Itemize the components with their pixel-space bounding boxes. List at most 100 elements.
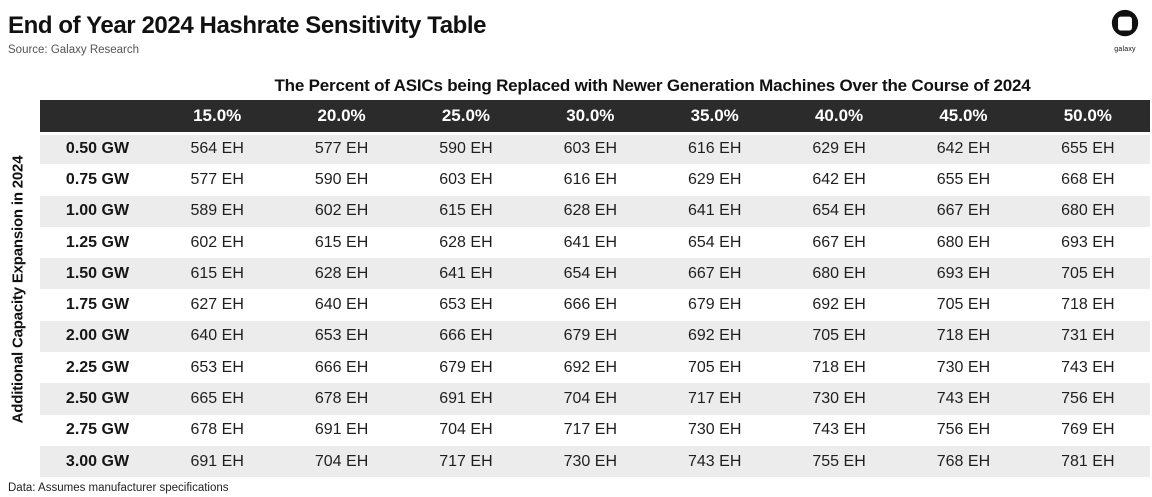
table-cell: 666 EH	[563, 296, 617, 314]
table-cell: 668 EH	[1061, 170, 1115, 188]
data-footnote: Data: Assumes manufacturer specification…	[8, 482, 229, 494]
table-cell: 692 EH	[563, 358, 617, 376]
table-head: 15.0% 20.0% 25.0% 30.0% 35.0% 40.0% 45.0% 50.0%	[40, 100, 1150, 135]
table-cell: 667 EH	[936, 202, 991, 220]
table-cell: 577 EH	[314, 140, 369, 158]
table-cell: 654 EH	[812, 202, 866, 220]
table-cell: 705 EH	[936, 296, 991, 314]
table-cell: 704 EH	[314, 452, 369, 470]
table-cell: 641 EH	[439, 264, 493, 282]
table-cell: 705 EH	[1061, 264, 1115, 282]
table-cell: 603 EH	[563, 140, 617, 158]
table-row: 0.75 GW 577 EH 590 EH 603 EH 616 EH 629 EH 642…	[40, 164, 1150, 196]
table-cell: 768 EH	[936, 452, 991, 470]
table-cell: 680 EH	[812, 264, 866, 282]
table-cell: 616 EH	[563, 170, 617, 188]
table-cell: 691 EH	[439, 390, 493, 408]
table-cell: 655 EH	[1061, 140, 1115, 158]
column-header: 50.0%	[1025, 100, 1150, 135]
table-cell: 629 EH	[688, 170, 742, 188]
row-label: 1.50 GW	[65, 264, 130, 282]
table-cell: 704 EH	[439, 421, 493, 439]
table-cell: 743 EH	[688, 452, 742, 470]
table-cell: 603 EH	[439, 170, 493, 188]
table-cell: 577 EH	[190, 170, 244, 188]
table-cell: 616 EH	[688, 140, 742, 158]
table-row: 2.75 GW 678 EH 691 EH 704 EH 717 EH 730 EH 743…	[40, 414, 1150, 446]
table-cell: 602 EH	[190, 233, 244, 251]
table-cell: 781 EH	[1061, 452, 1115, 470]
table-cell: 640 EH	[314, 296, 369, 314]
galaxy-logo: galaxy	[1107, 8, 1143, 53]
page-title: End of Year 2024 Hashrate Sensitivity Ta…	[8, 12, 487, 39]
header-row: 15.0% 20.0% 25.0% 30.0% 35.0% 40.0% 45.0% 50.0%	[40, 100, 1150, 135]
table-cell: 755 EH	[812, 452, 866, 470]
table-cell: 590 EH	[314, 170, 369, 188]
table-cell: 717 EH	[688, 390, 742, 408]
column-header: 30.0%	[528, 100, 653, 135]
table-cell: 693 EH	[936, 264, 991, 282]
table-cell: 615 EH	[439, 202, 493, 220]
table-cell: 730 EH	[936, 358, 991, 376]
table-cell: 655 EH	[936, 170, 991, 188]
table-cell: 743 EH	[936, 390, 991, 408]
table-cell: 642 EH	[812, 170, 866, 188]
table-cell: 666 EH	[439, 327, 493, 345]
table-cell: 680 EH	[936, 233, 991, 251]
table-cell: 731 EH	[1061, 327, 1115, 345]
row-group-label-wrap: Additional Capacity Expansion in 2024	[0, 100, 36, 478]
column-header: 40.0%	[776, 100, 902, 135]
table-cell: 615 EH	[190, 264, 244, 282]
table-cell: 653 EH	[314, 327, 369, 345]
row-label: 1.25 GW	[65, 233, 130, 251]
table-cell: 718 EH	[812, 358, 866, 376]
table-row: 1.50 GW 615 EH 628 EH 641 EH 654 EH 667 EH 680…	[40, 258, 1150, 290]
table-row: 1.25 GW 602 EH 615 EH 628 EH 641 EH 654 EH 667…	[40, 226, 1150, 259]
table-cell: 653 EH	[190, 358, 244, 376]
table-cell: 654 EH	[688, 233, 742, 251]
table-cell: 704 EH	[563, 390, 617, 408]
table-cell: 717 EH	[563, 421, 617, 439]
table-cell: 679 EH	[439, 358, 493, 376]
table-cell: 691 EH	[190, 452, 244, 470]
table-cell: 642 EH	[936, 140, 991, 158]
column-header: 45.0%	[901, 100, 1026, 135]
table-cell: 679 EH	[563, 327, 617, 345]
table-cell: 654 EH	[563, 264, 617, 282]
table-body: 0.50 GW 564 EH 577 EH 590 EH 603 EH 616 EH 629…	[40, 133, 1150, 478]
table-cell: 629 EH	[812, 140, 866, 158]
table-row: 2.00 GW 640 EH 653 EH 666 EH 679 EH 692 EH 705…	[40, 320, 1150, 353]
table-cell: 667 EH	[812, 233, 866, 251]
table-cell: 718 EH	[1061, 296, 1115, 314]
row-label: 2.75 GW	[65, 421, 130, 439]
column-header: 25.0%	[403, 100, 529, 135]
table-row: 1.75 GW 627 EH 640 EH 653 EH 666 EH 679 EH 692…	[40, 289, 1150, 321]
table-cell: 615 EH	[314, 233, 369, 251]
table-cell: 717 EH	[439, 452, 493, 470]
table-cell: 666 EH	[314, 358, 369, 376]
table-row: 3.00 GW 691 EH 704 EH 717 EH 730 EH 743 EH 755…	[40, 445, 1150, 478]
row-label: 2.50 GW	[65, 390, 130, 408]
table-cell: 756 EH	[936, 421, 991, 439]
table-cell: 590 EH	[439, 140, 493, 158]
corner-cell	[40, 100, 155, 135]
table-cell: 653 EH	[439, 296, 493, 314]
table-cell: 756 EH	[1061, 390, 1115, 408]
table-cell: 769 EH	[1061, 421, 1115, 439]
table-row: 2.50 GW 665 EH 678 EH 691 EH 704 EH 717 EH 730…	[40, 383, 1150, 415]
table-cell: 692 EH	[688, 327, 742, 345]
table-cell: 665 EH	[190, 390, 244, 408]
row-label: 3.00 GW	[65, 452, 130, 470]
table-cell: 730 EH	[812, 390, 866, 408]
row-label: 0.75 GW	[65, 170, 130, 188]
sensitivity-table: 15.0% 20.0% 25.0% 30.0% 35.0% 40.0% 45.0% 50.0%…	[40, 100, 1150, 478]
table-cell: 628 EH	[314, 264, 369, 282]
table-cell: 705 EH	[688, 358, 742, 376]
column-header: 35.0%	[652, 100, 777, 135]
table-cell: 691 EH	[314, 421, 369, 439]
table-cell: 730 EH	[563, 452, 617, 470]
table-cell: 693 EH	[1061, 233, 1115, 251]
sensitivity-table-wrap: 15.0% 20.0% 25.0% 30.0% 35.0% 40.0% 45.0% 50.0%…	[40, 100, 1150, 478]
row-label: 0.50 GW	[65, 140, 130, 158]
